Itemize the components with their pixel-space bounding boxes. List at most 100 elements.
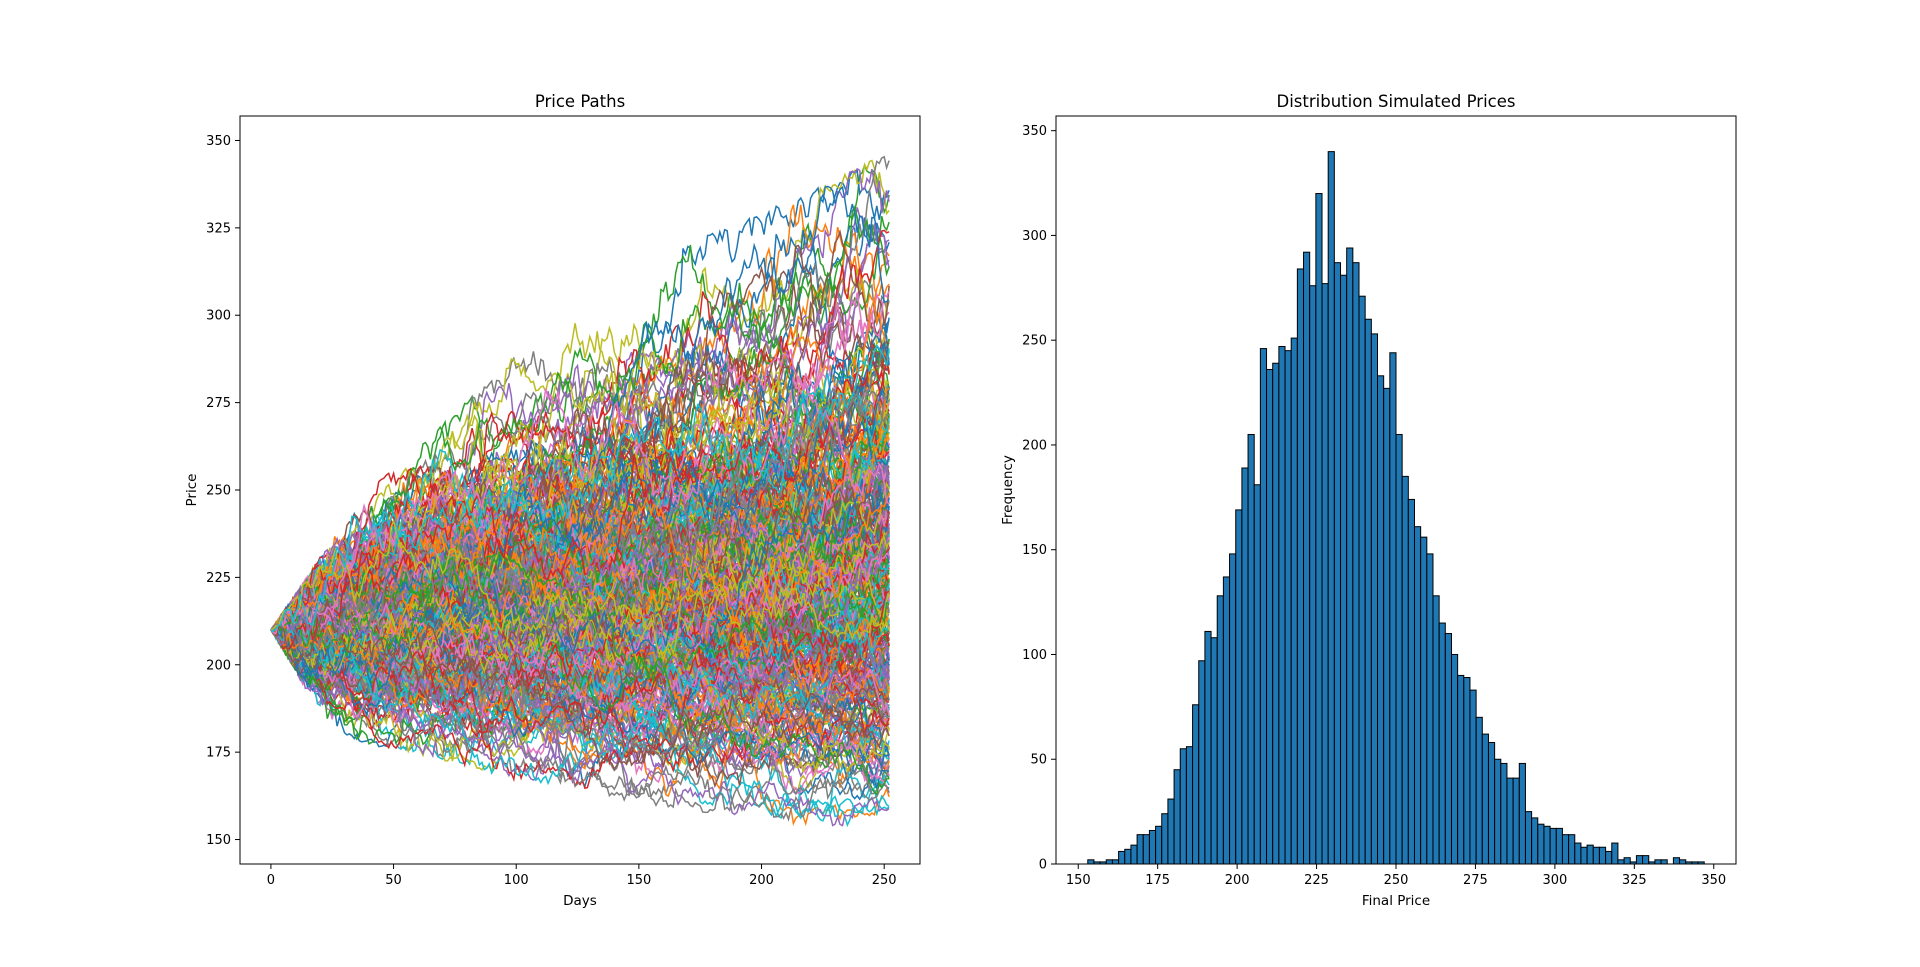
- histogram-bar: [1290, 337, 1298, 865]
- histogram-bar: [1401, 475, 1409, 865]
- histogram-bar: [1333, 262, 1342, 865]
- price-path-line: [270, 387, 890, 660]
- histogram-bar: [1487, 741, 1496, 865]
- price-distribution-y-tick-label: 150: [1022, 543, 1047, 558]
- histogram-bar: [1364, 318, 1372, 865]
- histogram-bar: [1358, 295, 1366, 865]
- price-paths-y-tick-label: 250: [206, 484, 231, 499]
- histogram-bar: [1130, 844, 1138, 865]
- histogram-bar: [1161, 813, 1169, 865]
- price-paths-x-tick-label: 250: [872, 873, 897, 888]
- price-distribution-x-tick-label: 275: [1463, 873, 1488, 888]
- price-distribution-y-tick-label: 350: [1022, 124, 1047, 139]
- price-paths-y-tick-label: 275: [206, 396, 231, 411]
- histogram-bar: [1278, 345, 1286, 865]
- price-paths-y-tick-label: 200: [206, 658, 231, 673]
- price-paths-title: Price Paths: [535, 92, 625, 111]
- price-paths-x-ticks: 0 50 100 150 200 250: [267, 864, 897, 888]
- price-path-line: [270, 353, 890, 651]
- histogram-bar: [1340, 274, 1348, 865]
- price-paths-y-tick-label: 350: [206, 134, 231, 149]
- histogram-bar: [1426, 553, 1434, 865]
- histogram-bar: [1247, 433, 1255, 865]
- histogram-bar: [1383, 387, 1391, 865]
- histogram-bar: [1142, 834, 1150, 865]
- histogram-bar: [1370, 333, 1378, 865]
- histogram-bar: [1148, 829, 1157, 865]
- histogram-bar: [1660, 859, 1668, 865]
- price-paths-x-tick-label: 50: [385, 873, 402, 888]
- price-path-line: [270, 569, 890, 695]
- price-path-line: [270, 554, 890, 712]
- price-path-line: [270, 548, 890, 713]
- histogram-bar: [1377, 375, 1385, 865]
- histogram-bar: [1241, 467, 1249, 865]
- price-path-line: [270, 535, 890, 674]
- histogram-bar: [1352, 262, 1360, 865]
- histogram-bar: [1204, 630, 1212, 865]
- price-distribution-x-tick-label: 200: [1225, 873, 1250, 888]
- histogram-bar: [1155, 825, 1163, 865]
- histogram-bar: [1395, 433, 1403, 865]
- histogram-bar: [1389, 352, 1397, 865]
- histogram-bar: [1309, 285, 1317, 865]
- histogram-bar: [1537, 823, 1545, 865]
- price-paths-chart: 0 50 100 150 200 250 150 175 200 225 250 275 300 325…: [184, 92, 921, 909]
- histogram-bar: [1266, 369, 1274, 865]
- histogram-bar: [1284, 350, 1292, 865]
- histogram-bar: [1531, 817, 1539, 865]
- price-distribution-x-tick-label: 325: [1622, 873, 1647, 888]
- histogram-bar: [1222, 576, 1231, 865]
- histogram-bar: [1179, 748, 1187, 865]
- price-distribution-y-label: Frequency: [1000, 455, 1016, 525]
- price-paths-y-tick-label: 325: [206, 221, 231, 236]
- price-distribution-x-label: Final Price: [1362, 893, 1430, 909]
- histogram-bar: [1173, 769, 1181, 865]
- histogram-bar: [1512, 777, 1520, 865]
- histogram-bar: [1420, 536, 1428, 865]
- price-distribution-axes-frame: [1055, 115, 1737, 865]
- price-paths-x-tick-label: 0: [267, 873, 275, 888]
- price-paths-y-tick-label: 175: [206, 746, 231, 761]
- price-distribution-x-tick-label: 300: [1542, 873, 1567, 888]
- histogram-bar: [1198, 660, 1206, 865]
- histogram-bar: [1118, 850, 1126, 865]
- histogram-bar: [1167, 798, 1175, 865]
- histogram-bar: [1136, 834, 1144, 865]
- price-path-line: [270, 598, 890, 771]
- histogram-bar: [1592, 846, 1600, 865]
- histogram-bars: [1087, 151, 1705, 865]
- price-path-line: [270, 550, 890, 796]
- histogram-bar: [1438, 622, 1446, 865]
- histogram-bar: [1296, 268, 1305, 865]
- price-path-line: [270, 343, 890, 633]
- histogram-bar: [1679, 859, 1687, 865]
- price-path-line: [270, 518, 890, 655]
- price-paths-x-tick-label: 150: [626, 873, 651, 888]
- price-path-line: [270, 390, 890, 655]
- histogram-bar: [1543, 825, 1551, 865]
- histogram-bar: [1481, 733, 1489, 865]
- price-path-line: [270, 619, 890, 786]
- histogram-bar: [1457, 674, 1465, 865]
- histogram-bar: [1475, 716, 1483, 865]
- price-distribution-y-tick-label: 300: [1022, 229, 1047, 244]
- histogram-bar: [1580, 846, 1588, 865]
- price-paths-y-tick-label: 300: [206, 309, 231, 324]
- histogram-bar: [1654, 859, 1662, 865]
- histogram-bar: [1494, 758, 1502, 865]
- price-distribution-y-tick-label: 0: [1039, 858, 1047, 873]
- price-path-line: [270, 478, 890, 675]
- histogram-bar: [1463, 677, 1471, 865]
- histogram-bar: [1450, 653, 1459, 865]
- price-paths-x-tick-label: 200: [749, 873, 774, 888]
- histogram-bar: [1561, 834, 1570, 865]
- price-paths-x-tick-label: 100: [504, 873, 529, 888]
- histogram-bar: [1235, 509, 1243, 865]
- histogram-bar: [1518, 762, 1526, 865]
- histogram-bar: [1346, 247, 1354, 865]
- histogram-bar: [1549, 827, 1557, 865]
- price-distribution-y-tick-label: 50: [1030, 753, 1047, 768]
- histogram-bar: [1444, 633, 1452, 865]
